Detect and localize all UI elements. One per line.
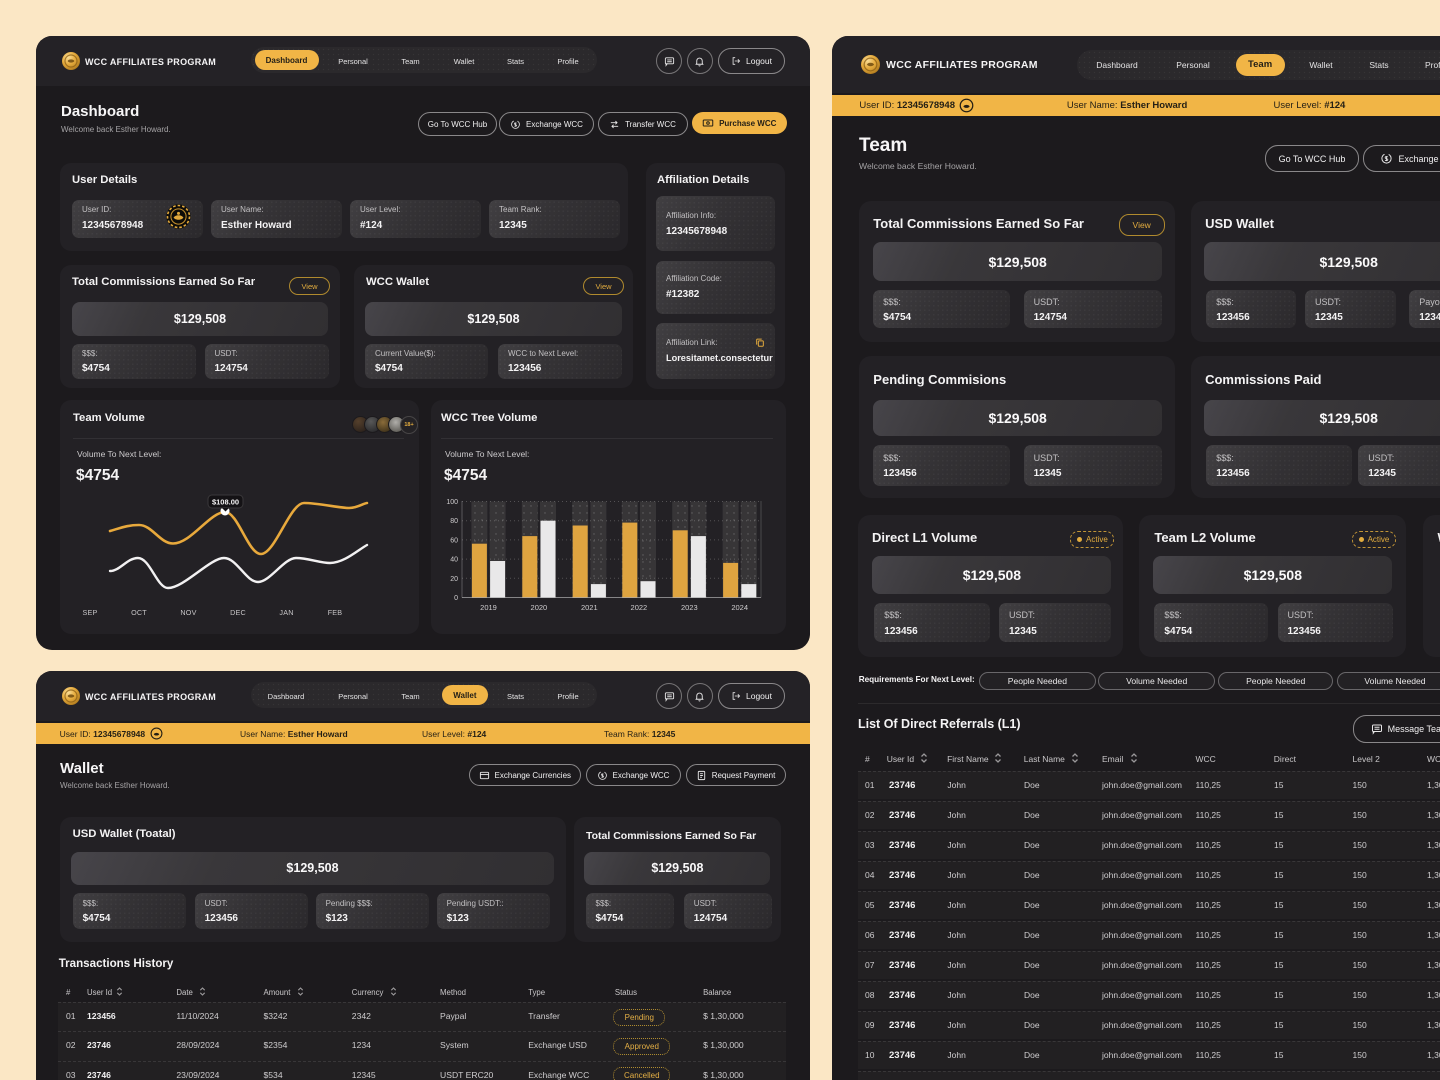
svg-text:JAN: JAN — [279, 608, 293, 617]
svg-text:0: 0 — [454, 595, 458, 602]
svg-text:$108.00: $108.00 — [212, 498, 239, 507]
svg-text:DEC: DEC — [230, 608, 246, 617]
svg-text:100: 100 — [446, 499, 458, 506]
svg-text:2022: 2022 — [631, 603, 648, 612]
svg-text:20: 20 — [450, 576, 458, 583]
svg-text:OCT: OCT — [131, 608, 147, 617]
svg-text:2021: 2021 — [581, 603, 598, 612]
svg-text:FEB: FEB — [328, 608, 343, 617]
svg-text:NOV: NOV — [180, 608, 196, 617]
svg-text:SEP: SEP — [83, 608, 98, 617]
svg-text:2020: 2020 — [531, 603, 548, 612]
svg-text:2023: 2023 — [681, 603, 698, 612]
svg-text:60: 60 — [450, 537, 458, 544]
svg-text:2019: 2019 — [480, 603, 497, 612]
svg-text:80: 80 — [450, 518, 458, 525]
svg-text:40: 40 — [450, 557, 458, 564]
svg-text:2024: 2024 — [731, 603, 748, 612]
